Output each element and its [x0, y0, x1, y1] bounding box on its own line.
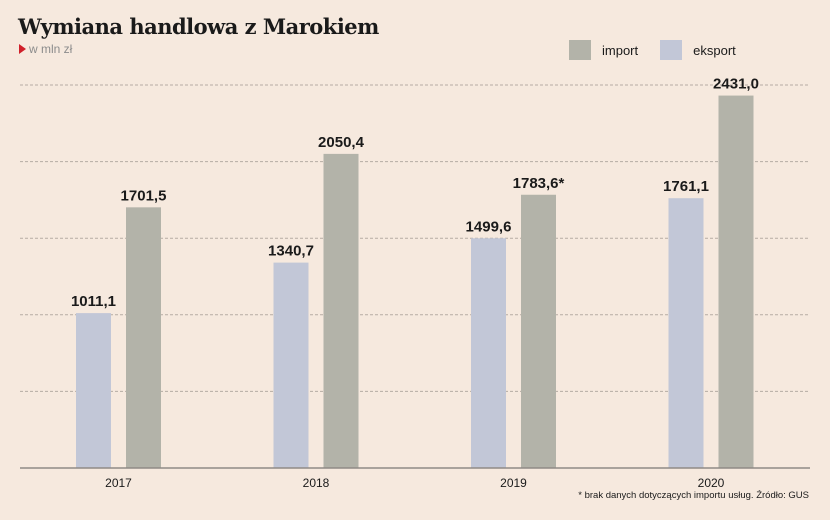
unit-text: w mln zł — [29, 42, 73, 56]
legend-label-import: import — [602, 42, 639, 58]
unit-label: w mln zł — [19, 42, 72, 56]
legend-swatch-import — [569, 40, 591, 60]
bar-value-label: 1011,1 — [71, 293, 116, 310]
bar-eksport-2018 — [273, 262, 309, 468]
bar-value-label: 2431,0 — [713, 76, 759, 93]
bar-import-2020 — [718, 95, 754, 468]
x-tick-label: 2020 — [698, 476, 725, 490]
bar-value-label: 1340,7 — [268, 243, 314, 260]
footnote: * brak danych dotyczących importu usług.… — [578, 490, 809, 501]
bar-eksport-2019 — [471, 238, 506, 468]
red-triangle-icon — [19, 44, 26, 54]
bar-value-label: 1783,6* — [513, 175, 565, 192]
legend-item-eksport: eksport — [660, 40, 736, 60]
legend: import eksport — [569, 40, 736, 60]
bar-value-label: 2050,4 — [318, 134, 365, 151]
x-tick-label: 2017 — [105, 476, 132, 490]
legend-swatch-eksport — [660, 40, 683, 60]
chart-title: Wymiana handlowa z Marokiem — [18, 14, 379, 39]
legend-item-import: import — [569, 40, 638, 60]
bar-import-2017 — [126, 207, 161, 468]
bar-import-2019 — [521, 194, 556, 468]
bar-import-2018 — [323, 153, 359, 468]
bar-value-label: 1761,1 — [663, 178, 709, 195]
bar-eksport-2020 — [668, 198, 704, 469]
legend-label-eksport: eksport — [693, 42, 736, 58]
x-tick-label: 2018 — [303, 476, 330, 490]
x-tick-label: 2019 — [500, 476, 527, 490]
bar-eksport-2017 — [76, 313, 111, 468]
bar-value-label: 1499,6 — [466, 218, 512, 235]
bar-value-label: 1701,5 — [121, 187, 167, 204]
